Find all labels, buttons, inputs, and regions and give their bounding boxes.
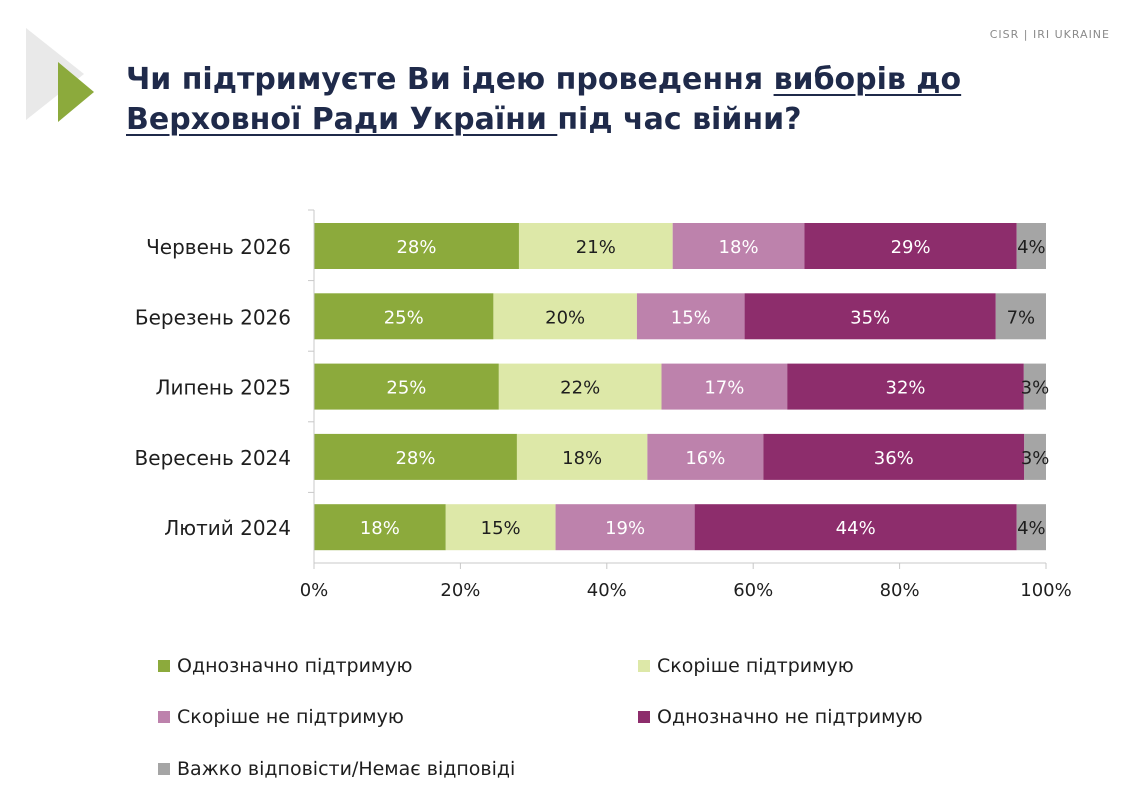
data-label: 18% <box>719 237 759 258</box>
data-label: 22% <box>560 378 600 399</box>
data-label: 20% <box>545 307 585 328</box>
bar-segment <box>694 504 1017 551</box>
x-tick-label: 80% <box>880 580 920 601</box>
bar-segment <box>804 223 1017 269</box>
x-tick-label: 20% <box>440 580 480 601</box>
data-label: 28% <box>395 448 435 469</box>
category-label: Лютий 2024 <box>164 516 291 540</box>
page-title: Чи підтримуєте Ви ідею проведення виборі… <box>126 60 1026 140</box>
bar-segment <box>498 363 662 410</box>
bar-segment <box>314 293 494 340</box>
legend-label: Однозначно підтримую <box>177 655 413 677</box>
data-label: 18% <box>360 518 400 539</box>
bar-segment <box>995 293 1046 340</box>
legend-swatch <box>158 763 170 775</box>
bar-segment <box>314 433 517 480</box>
bar-segment <box>744 293 996 340</box>
bar-segment <box>493 293 637 340</box>
legend-swatch <box>638 711 650 723</box>
category-label: Березень 2026 <box>135 305 291 329</box>
bar-segment <box>314 223 519 269</box>
legend-item: Скоріше не підтримую <box>158 706 404 728</box>
bar-segment <box>445 504 556 551</box>
legend-swatch <box>158 711 170 723</box>
x-tick-label: 40% <box>587 580 627 601</box>
legend-item: Однозначно підтримую <box>158 655 413 677</box>
legend-label: Скоріше підтримую <box>657 655 854 677</box>
data-label: 32% <box>886 378 926 399</box>
bar-segment <box>787 363 1024 410</box>
legend-item: Важко відповісти/Немає відповіді <box>158 758 515 780</box>
title-part-2: під час війни? <box>557 102 802 137</box>
data-label: 35% <box>850 307 890 328</box>
data-label: 7% <box>1007 307 1036 328</box>
bar-segment <box>516 433 648 480</box>
bar-segment <box>647 433 764 480</box>
data-label: 36% <box>874 448 914 469</box>
data-label: 4% <box>1017 518 1046 539</box>
legend-label: Скоріше не підтримую <box>177 706 404 728</box>
data-label: 18% <box>562 448 602 469</box>
legend-label: Однозначно не підтримую <box>657 706 923 728</box>
data-label: 25% <box>384 307 424 328</box>
bar-segment <box>1016 504 1046 551</box>
legend-label: Важко відповісти/Немає відповіді <box>177 758 516 780</box>
legend-item: Однозначно не підтримую <box>638 706 923 728</box>
x-tick-label: 100% <box>1020 580 1071 601</box>
data-label: 28% <box>396 237 436 258</box>
x-tick-label: 0% <box>300 580 329 601</box>
title-part-1: Чи підтримуєте Ви ідею проведення <box>126 62 774 97</box>
category-label: Вересень 2024 <box>135 446 291 470</box>
category-label: Червень 2026 <box>146 235 291 259</box>
legend-swatch <box>158 660 170 672</box>
bar-segment <box>314 363 499 410</box>
data-label: 19% <box>605 518 645 539</box>
bar-segment <box>636 293 745 340</box>
bar-segment <box>661 363 788 410</box>
bar-segment <box>1024 433 1046 480</box>
title-underlined-part: виборів до Верховної Ради України <box>126 62 962 137</box>
legend-item: Скоріше підтримую <box>638 655 854 677</box>
arrow-decoration-icon <box>26 28 94 122</box>
brand-label: CISR | IRI UKRAINE <box>989 28 1110 41</box>
data-label: 21% <box>576 237 616 258</box>
legend-swatch <box>638 660 650 672</box>
bar-segment <box>555 504 695 551</box>
data-label: 4% <box>1017 237 1046 258</box>
data-label: 17% <box>704 378 744 399</box>
x-tick-label: 60% <box>733 580 773 601</box>
bar-segment <box>672 223 805 269</box>
category-label: Липень 2025 <box>155 376 291 400</box>
bar-segment <box>763 433 1025 480</box>
data-label: 44% <box>836 518 876 539</box>
data-label: 29% <box>891 237 931 258</box>
data-label: 15% <box>671 307 711 328</box>
bar-segment <box>314 504 446 551</box>
bar-segment <box>1023 363 1046 410</box>
bar-segment <box>1016 223 1046 269</box>
data-label: 3% <box>1021 378 1050 399</box>
bar-segment <box>518 223 673 269</box>
data-label: 3% <box>1021 448 1050 469</box>
data-label: 25% <box>386 378 426 399</box>
data-label: 15% <box>481 518 521 539</box>
data-label: 16% <box>685 448 725 469</box>
